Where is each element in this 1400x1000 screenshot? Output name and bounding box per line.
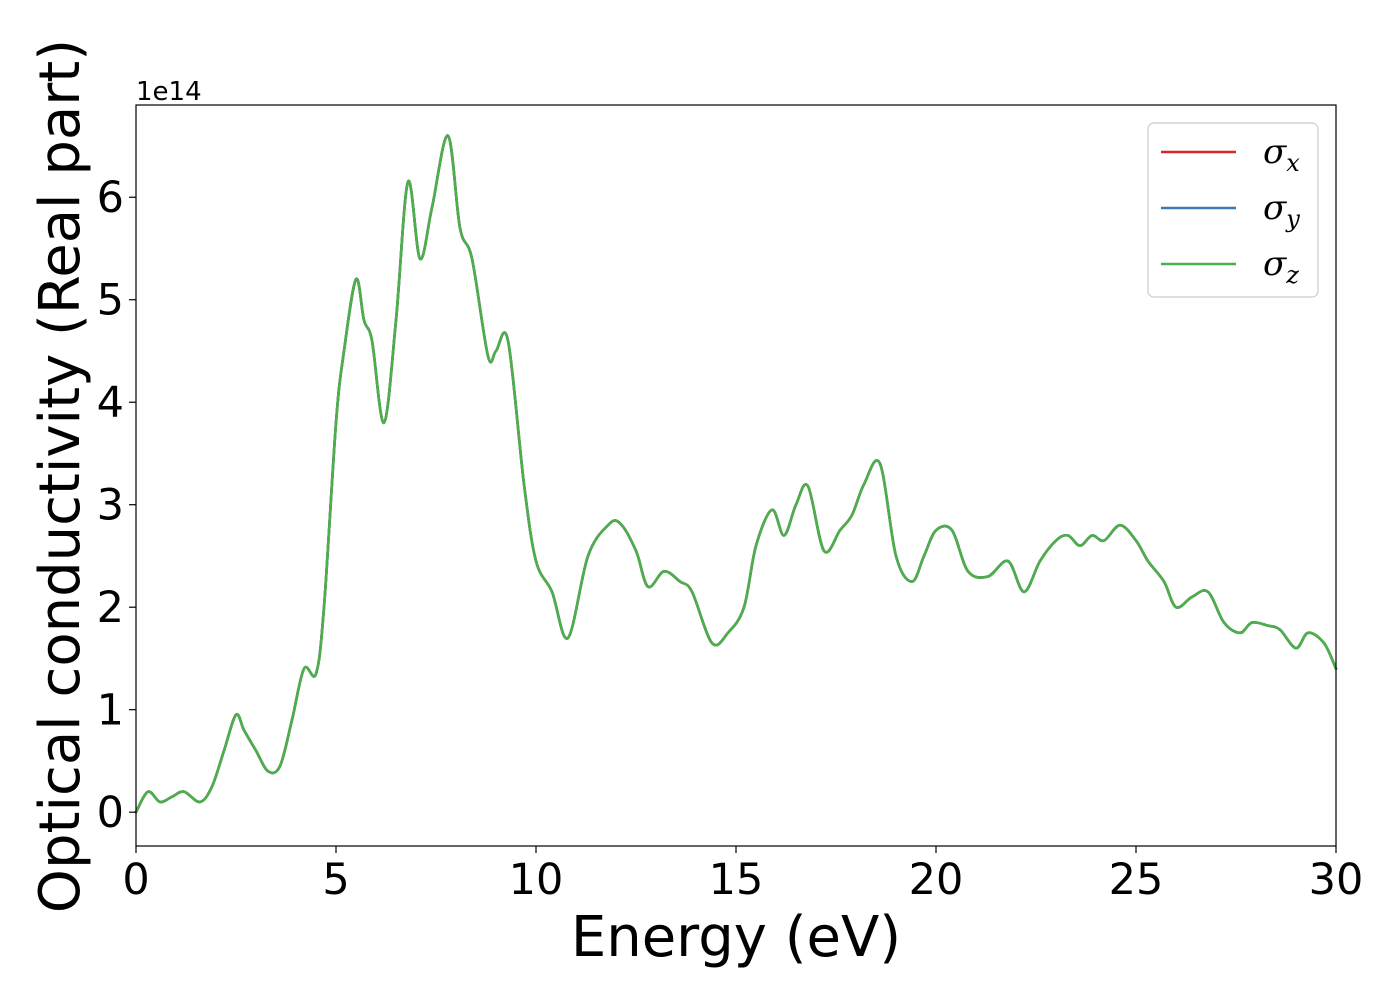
legend: σx σy σz	[1147, 122, 1319, 298]
series-layer	[134, 134, 1338, 814]
x-tick-label: 25	[1109, 855, 1164, 905]
legend-items: σx σy σz	[1161, 132, 1300, 289]
x-tick-label: 10	[509, 855, 564, 905]
y-tick-label: 4	[97, 378, 124, 428]
y-tick-label: 1	[97, 686, 124, 736]
legend-label-x: σx	[1263, 132, 1300, 177]
series-line-z	[134, 134, 1338, 814]
y-tick-label: 0	[97, 788, 124, 838]
x-tick-label: 20	[909, 855, 964, 905]
x-axis-title: Energy (eV)	[571, 905, 901, 970]
legend-label-z: σz	[1263, 244, 1299, 289]
y-tick-label: 3	[97, 481, 124, 531]
x-tick-label: 30	[1309, 855, 1364, 905]
y-tick-label: 6	[97, 173, 124, 223]
y-tick-label: 2	[97, 583, 124, 633]
y-axis-offset-label: 1e14	[136, 77, 202, 107]
x-tick-label: 15	[709, 855, 764, 905]
x-tick-label: 5	[322, 855, 349, 905]
y-axis-title: Optical conductivity (Real part)	[28, 39, 93, 913]
x-tick-label: 0	[122, 855, 149, 905]
y-tick-label: 5	[97, 276, 124, 326]
y-axis: 0 1 2 3 4 5 6	[97, 173, 136, 838]
legend-label-y: σy	[1263, 188, 1300, 233]
legend-box	[1147, 122, 1319, 298]
x-axis: 0 5 10 15 20 25 30	[122, 846, 1363, 905]
